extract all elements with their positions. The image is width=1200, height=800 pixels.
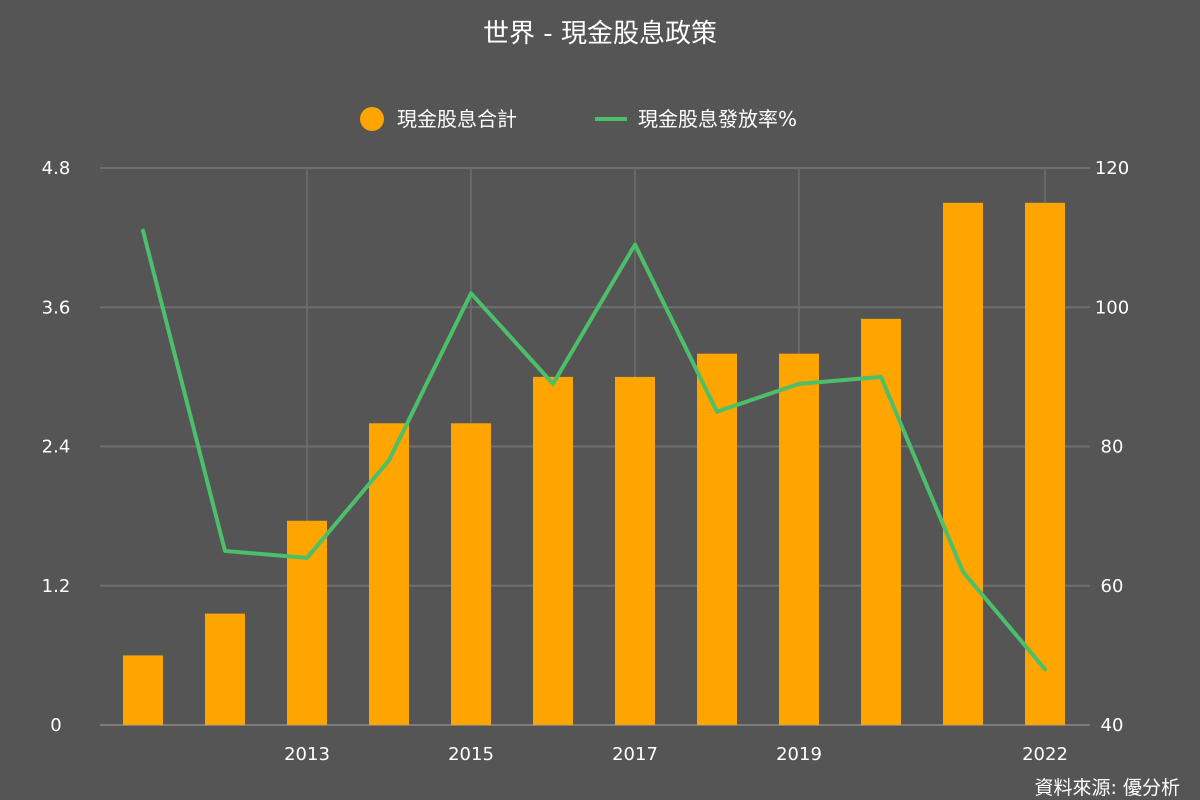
bar-2017: [615, 376, 655, 725]
y-right-tick-label: 80: [1101, 437, 1124, 458]
legend-line-label: 現金股息發放率%: [638, 107, 797, 131]
y-left-tick-label: 1.2: [42, 576, 71, 597]
bar-2016: [533, 376, 573, 725]
x-tick-label: 2013: [284, 744, 330, 765]
y-axis-right: 40 60 80 100 120: [1095, 158, 1129, 736]
bar-2015: [451, 423, 491, 725]
bar-2022: [1025, 202, 1065, 725]
grid: [100, 167, 1090, 726]
bar-2013: [287, 520, 327, 725]
y-right-tick-label: 40: [1101, 715, 1124, 736]
bar-2020: [861, 318, 901, 725]
line-series: [141, 228, 1047, 672]
x-tick-label: 2019: [776, 744, 822, 765]
y-right-tick-label: 100: [1095, 297, 1129, 318]
y-right-tick-label: 120: [1095, 158, 1129, 179]
legend-bar-marker: [360, 107, 384, 131]
y-left-tick-label: 2.4: [42, 437, 71, 458]
chart-title: 世界 - 現金股息政策: [483, 19, 717, 49]
x-tick-label: 2015: [448, 744, 494, 765]
y-axis-left: 0 1.2 2.4 3.6 4.8: [42, 158, 71, 736]
x-tick-label: 2022: [1022, 744, 1068, 765]
legend: 現金股息合計 現金股息發放率%: [360, 107, 797, 131]
legend-bar-label: 現金股息合計: [397, 107, 517, 131]
y-left-tick-label: 4.8: [42, 158, 71, 179]
bar-2021: [943, 202, 983, 725]
bar-2018: [697, 353, 737, 725]
y-left-tick-label: 3.6: [42, 297, 71, 318]
bar-2012: [205, 613, 245, 725]
bar-2014: [369, 423, 409, 725]
bar-series: [123, 202, 1065, 725]
payout-ratio-line: [141, 228, 1047, 672]
bar-2019: [779, 353, 819, 725]
bar-2011: [123, 655, 163, 725]
y-left-tick-label: 0: [50, 715, 61, 736]
source-label: 資料來源: 優分析: [1035, 777, 1180, 799]
x-tick-label: 2017: [612, 744, 658, 765]
x-axis: 2013 2015 2017 2019 2022: [284, 744, 1068, 765]
y-right-tick-label: 60: [1101, 576, 1124, 597]
